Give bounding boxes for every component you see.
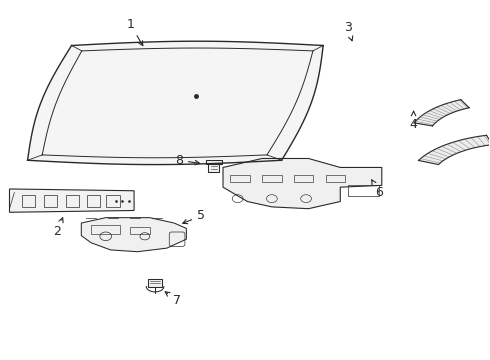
Text: 5: 5 bbox=[183, 210, 205, 224]
Bar bbox=[130, 226, 150, 234]
Bar bbox=[148, 279, 162, 287]
Polygon shape bbox=[9, 189, 134, 212]
Polygon shape bbox=[81, 218, 186, 252]
Text: 6: 6 bbox=[372, 180, 383, 199]
Bar bbox=[206, 160, 221, 164]
Bar bbox=[87, 195, 100, 207]
Bar bbox=[91, 225, 121, 234]
Bar bbox=[262, 175, 282, 182]
Polygon shape bbox=[223, 158, 382, 209]
Text: 3: 3 bbox=[343, 21, 353, 41]
Bar bbox=[326, 175, 345, 182]
Polygon shape bbox=[418, 135, 490, 165]
Text: 1: 1 bbox=[126, 18, 143, 46]
Polygon shape bbox=[27, 41, 323, 165]
Bar bbox=[230, 175, 250, 182]
Text: 4: 4 bbox=[410, 111, 417, 131]
Text: 8: 8 bbox=[175, 154, 199, 167]
Bar bbox=[22, 195, 35, 207]
Text: 2: 2 bbox=[53, 218, 63, 238]
Bar bbox=[294, 175, 314, 182]
Bar bbox=[208, 161, 219, 172]
Bar bbox=[66, 195, 79, 207]
Polygon shape bbox=[414, 100, 469, 126]
Text: 7: 7 bbox=[165, 292, 181, 307]
Bar bbox=[106, 195, 120, 207]
Bar bbox=[44, 195, 57, 207]
